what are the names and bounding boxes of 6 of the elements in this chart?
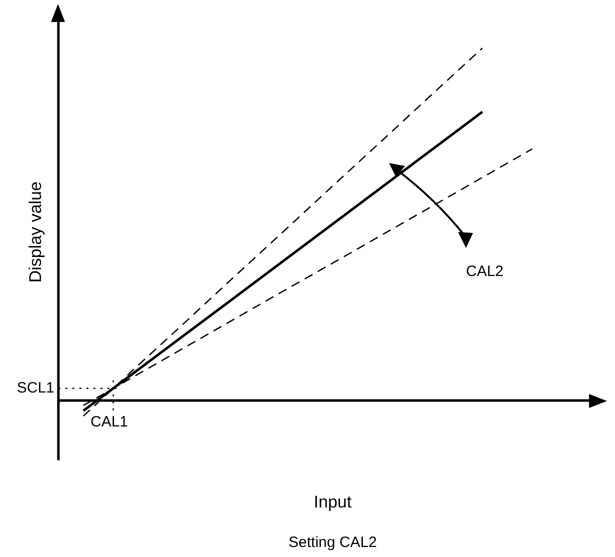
x-axis-title: Input xyxy=(314,492,352,512)
annotation: CAL1 xyxy=(90,414,128,431)
y-axis-title: Display value xyxy=(26,182,45,283)
annotation: CAL2 xyxy=(466,263,504,280)
text: Setting CAL2 xyxy=(288,534,377,552)
text: SCL1 xyxy=(16,379,54,396)
